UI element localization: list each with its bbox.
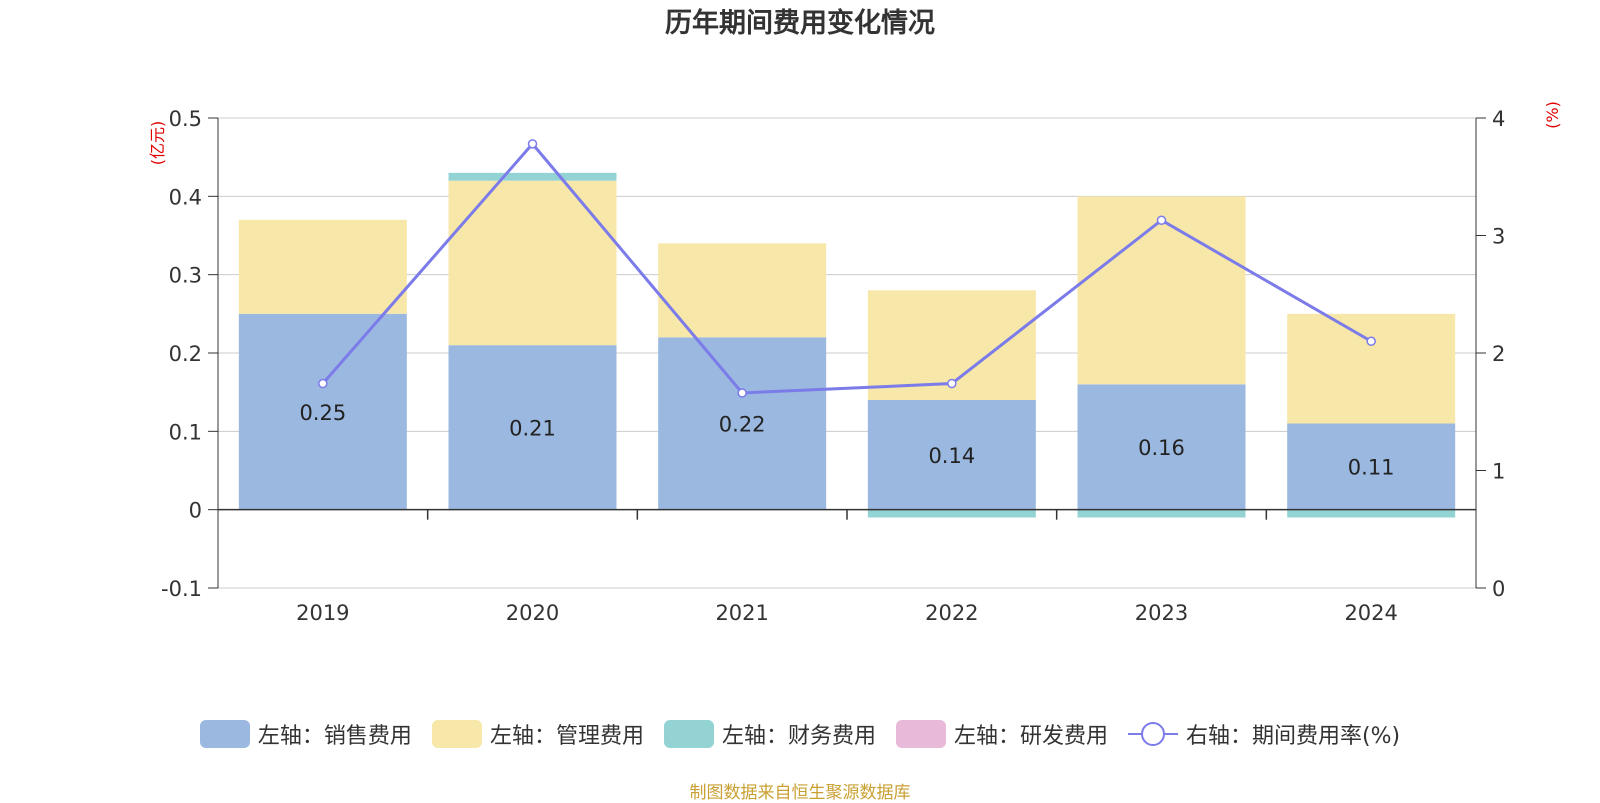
bar-segment	[1287, 313, 1456, 424]
y-left-tick-label: 0	[189, 499, 202, 523]
rate-point	[947, 378, 957, 389]
legend-label-rate: 右轴：期间费用率(%)	[1185, 724, 1401, 749]
rate-line	[321, 141, 1372, 395]
bar-segment	[867, 400, 1036, 510]
y-left-tick-label: -0.1	[161, 577, 202, 601]
legend-swatch-admin	[431, 720, 482, 748]
rate-point	[527, 139, 538, 149]
y-left-tick-label: 0.2	[169, 342, 202, 366]
x-tick-label: 2023	[1135, 601, 1188, 625]
data-label: 0.21	[509, 416, 556, 440]
bar-segment	[1077, 384, 1246, 510]
x-tick-label: 2021	[715, 601, 768, 625]
legend-label-admin: 左轴：管理费用	[489, 724, 644, 749]
legend: 左轴：销售费用 左轴：管理费用 左轴：财务费用 左轴：研发费用 右轴：期间费用率…	[0, 716, 1600, 752]
bar-segment	[1287, 509, 1456, 518]
legend-item-rnd[interactable]: 左轴：研发费用	[895, 718, 1108, 750]
legend-label-finance: 左轴：财务费用	[721, 724, 876, 749]
y-left-tick-label: 0.5	[169, 107, 202, 131]
bar-segment	[238, 219, 407, 314]
bar-segment	[1077, 196, 1246, 385]
data-label: 0.11	[1348, 456, 1395, 480]
legend-item-sales[interactable]: 左轴：销售费用	[199, 718, 412, 750]
x-tick-label: 2020	[506, 601, 559, 625]
bar-segment	[1287, 423, 1456, 510]
rate-point	[318, 378, 328, 389]
legend-item-rate[interactable]: 右轴：期间费用率(%)	[1127, 718, 1401, 750]
y-right-unit: (%)	[1543, 101, 1562, 129]
y-right-tick-label: 4	[1492, 107, 1505, 131]
legend-label-sales: 左轴：销售费用	[257, 724, 412, 749]
data-label: 0.25	[299, 401, 346, 425]
bar-segment	[448, 172, 617, 181]
y-left-tick-label: 0.3	[169, 264, 202, 288]
bar-segment	[867, 509, 1036, 518]
chart-title: 历年期间费用变化情况	[665, 7, 935, 39]
rate-point	[1366, 336, 1376, 346]
legend-swatch-rnd	[895, 720, 946, 748]
legend-swatch-sales	[199, 720, 250, 748]
legend-item-finance[interactable]: 左轴：财务费用	[663, 718, 876, 750]
bar-segment	[448, 345, 617, 510]
y-left-tick-label: 0.4	[169, 185, 202, 209]
bar-segment	[448, 180, 617, 346]
y-right-tick-label: 1	[1492, 460, 1505, 484]
x-tick-label: 2019	[296, 601, 349, 625]
y-right-tick-label: 2	[1492, 342, 1505, 366]
bar-segment	[238, 313, 407, 510]
y-left-unit: (亿元)	[148, 121, 167, 166]
legend-line-marker-icon	[1127, 720, 1178, 748]
legend-item-admin[interactable]: 左轴：管理费用	[431, 718, 644, 750]
data-label: 0.14	[928, 444, 975, 468]
data-label: 0.22	[719, 413, 766, 437]
x-tick-label: 2022	[925, 601, 978, 625]
source-note: 制图数据来自恒生聚源数据库	[689, 783, 911, 803]
bar-segment	[658, 243, 827, 338]
y-right-tick-label: 3	[1492, 225, 1505, 249]
rate-point	[737, 388, 747, 398]
y-left-tick-label: 0.1	[169, 420, 202, 444]
legend-label-rnd: 左轴：研发费用	[953, 724, 1108, 749]
x-tick-label: 2024	[1344, 601, 1397, 625]
bar-segment	[1077, 509, 1246, 518]
legend-swatch-finance	[663, 720, 714, 748]
data-label: 0.16	[1138, 436, 1185, 460]
rate-point	[1156, 215, 1167, 225]
y-right-tick-label: 0	[1492, 577, 1505, 601]
bar-segment	[658, 337, 827, 510]
